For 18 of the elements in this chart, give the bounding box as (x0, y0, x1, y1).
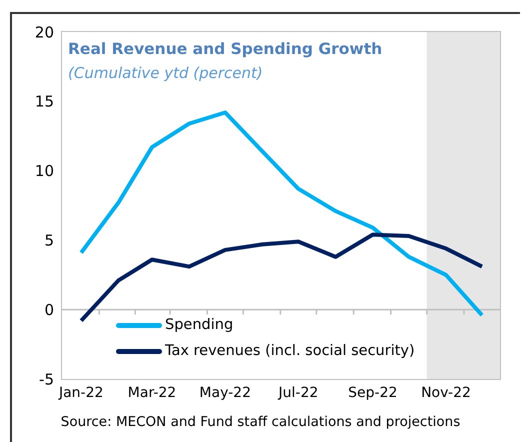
x-tick-label: Nov-22 (421, 384, 471, 401)
y-tick-label: 20 (34, 23, 54, 42)
y-tick-label: 5 (44, 232, 54, 250)
text: (Cumulative ytd (percent) (68, 64, 263, 82)
y-tick-label: 0 (44, 300, 54, 319)
x-tick-label: Jan-22 (58, 384, 104, 401)
x-tick-label: Sep-22 (348, 384, 398, 401)
line-series (79, 110, 484, 318)
x-tick-label: Jul-22 (278, 384, 318, 401)
y-tick-label: -5 (39, 370, 54, 388)
x-tick-label: Mar-22 (128, 384, 176, 401)
text: Real Revenue and Spending Growth (68, 40, 382, 58)
y-tick-label: 10 (34, 162, 54, 180)
legend-label: Spending (165, 316, 234, 335)
source-note: Source: MECON and Fund staff calculations and projections (60, 414, 462, 430)
y-tick-label: 15 (34, 92, 54, 111)
legend-label: Tax revenues (incl. social security) (165, 342, 415, 361)
x-tick-label: May-22 (199, 384, 251, 401)
